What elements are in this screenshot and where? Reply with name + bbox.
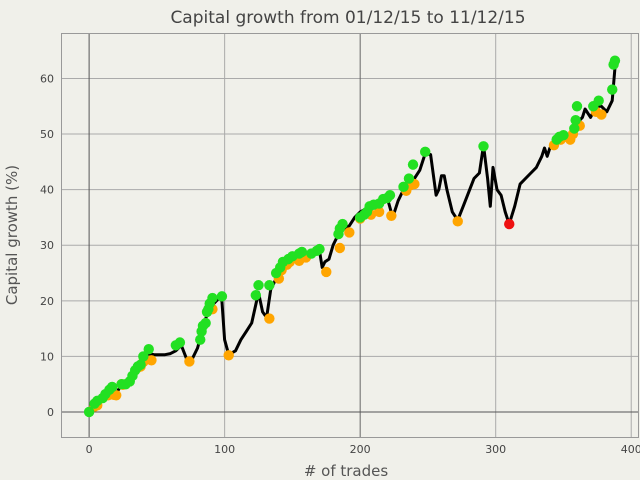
green-trade-marker [138, 351, 149, 362]
green-trade-marker [478, 141, 489, 152]
y-tick-label: 0 [47, 406, 54, 419]
red-trade-marker [504, 218, 515, 230]
zero-lines [62, 34, 638, 437]
x-tick-label: 400 [621, 443, 640, 456]
chart-title: Capital growth from 01/12/15 to 11/12/15 [170, 8, 525, 28]
green-trade-marker [607, 84, 618, 95]
orange-trade-marker [321, 266, 332, 278]
orange-trade-marker [344, 227, 355, 238]
orange-trade-marker [264, 313, 275, 324]
green-trade-marker [398, 181, 409, 193]
green-trade-marker [609, 55, 621, 66]
orange-trade-marker [452, 216, 463, 227]
green-trade-marker [195, 334, 206, 345]
orange-trade-marker [596, 109, 607, 120]
y-tick-label: 40 [40, 184, 54, 197]
orange-trade-marker [334, 242, 346, 254]
y-tick-label: 10 [40, 350, 54, 363]
y-axis-label: Capital growth (%) [3, 165, 21, 305]
green-trade-marker [571, 101, 583, 112]
green-trade-marker [337, 218, 348, 230]
y-tick-label: 50 [40, 128, 54, 141]
x-tick-labels: 0 100 200 300 400 [86, 443, 640, 456]
green-trade-marker [83, 406, 95, 418]
green-trade-marker [593, 95, 604, 106]
green-trade-marker [207, 292, 218, 304]
green-trade-marker [407, 159, 419, 170]
y-tick-labels: 0 10 20 30 40 50 60 [40, 72, 54, 419]
orange-trade-marker [373, 206, 385, 218]
grid-lines [62, 34, 638, 437]
y-tick-label: 30 [40, 239, 54, 252]
green-trade-marker [264, 280, 275, 291]
green-trade-marker [174, 337, 186, 348]
capital-growth-line [88, 61, 618, 414]
green-trade-marker [314, 243, 325, 255]
orange-trade-marker [184, 356, 195, 367]
green-trade-marker [200, 317, 211, 329]
green-trade-marker [570, 114, 581, 126]
green-trade-marker [403, 173, 415, 184]
orange-trade-marker [146, 355, 157, 366]
x-tick-label: 300 [485, 443, 506, 456]
x-tick-label: 200 [350, 443, 371, 456]
x-axis-label: # of trades [304, 462, 389, 480]
x-tick-label: 100 [214, 443, 235, 456]
orange-trade-marker [386, 210, 397, 221]
trade-markers [83, 55, 621, 418]
orange-trade-marker [223, 350, 234, 361]
green-trade-marker [143, 343, 154, 355]
green-trade-marker [135, 359, 146, 370]
plot-border [61, 33, 639, 438]
y-tick-label: 60 [40, 72, 54, 85]
plot-area [61, 33, 639, 438]
green-trade-marker [216, 291, 228, 302]
green-trade-marker [558, 129, 569, 141]
green-trade-marker [253, 280, 264, 291]
green-trade-marker [420, 146, 431, 158]
y-tick-label: 20 [40, 295, 54, 308]
green-trade-marker [384, 190, 396, 201]
green-trade-marker [569, 123, 580, 134]
green-trade-marker [250, 290, 262, 301]
green-trade-marker [296, 246, 308, 258]
green-trade-marker [106, 381, 118, 393]
x-tick-label: 0 [86, 443, 93, 456]
